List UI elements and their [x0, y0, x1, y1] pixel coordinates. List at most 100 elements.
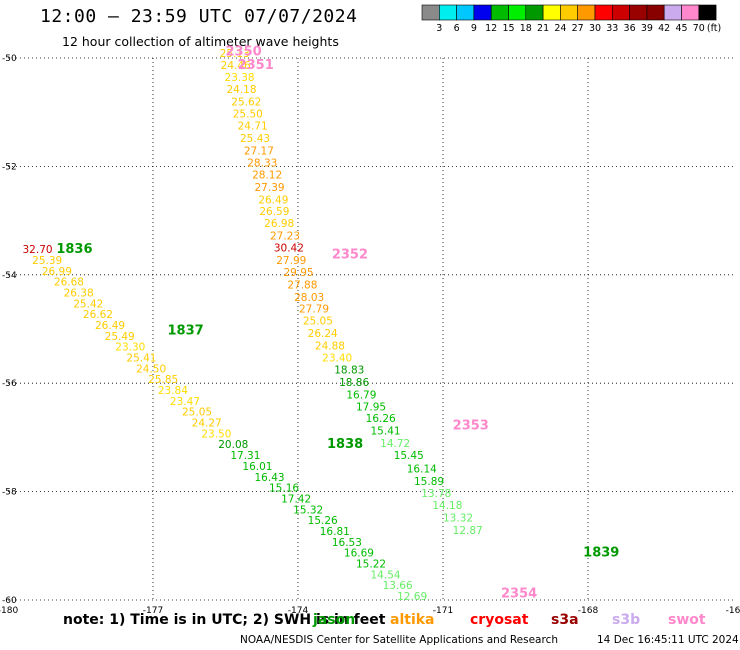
- x-tick-label: -180: [0, 606, 18, 616]
- scale-label: 30: [589, 23, 601, 34]
- scale-swatch: [681, 4, 700, 21]
- scale-label: 70: [693, 23, 705, 34]
- track-label-swot: 2352: [332, 248, 368, 263]
- data-label-jason: 12.69: [397, 591, 427, 603]
- scale-unit: (ft): [707, 23, 721, 34]
- data-label-jason: 25.41: [126, 353, 156, 365]
- data-label-swot: 13.78: [421, 488, 451, 500]
- footer-credit: NOAA/NESDIS Center for Satellite Applica…: [240, 634, 558, 646]
- data-label-jason: 16.43: [255, 472, 285, 484]
- x-tick-label: -16: [726, 606, 740, 616]
- data-label-jason: 24.27: [192, 418, 222, 430]
- data-label-jason: 13.66: [383, 580, 413, 592]
- data-label-swot: 25.62: [231, 97, 261, 109]
- scale-label: 27: [572, 23, 584, 34]
- data-label-jason: 15.22: [356, 558, 386, 570]
- data-label-swot: 25.50: [233, 109, 263, 121]
- legend-cryosat: cryosat: [470, 612, 529, 628]
- scale-swatch: [421, 4, 440, 21]
- data-label-swot: 28.12: [252, 169, 282, 181]
- data-label-swot: 24.46: [221, 60, 251, 72]
- scale-label: 36: [624, 23, 636, 34]
- data-label-jason: 16.69: [344, 548, 374, 560]
- data-label-swot: 15.41: [371, 426, 401, 438]
- x-tick-label: -168: [578, 606, 599, 616]
- data-label-swot: 27.39: [255, 182, 285, 194]
- scale-swatch: [663, 4, 682, 21]
- track-label-jason: 1837: [168, 323, 204, 338]
- data-label-jason: 15.32: [293, 504, 323, 516]
- data-label-swot: 27.17: [244, 145, 274, 157]
- data-label-swot: 14.72: [380, 438, 410, 450]
- track-label-swot: 2353: [453, 418, 489, 433]
- scale-swatch: [594, 4, 613, 21]
- footer-note: note: 1) Time is in UTC; 2) SWH is in fe…: [63, 612, 386, 628]
- chart-subtitle: 12 hour collection of altimeter wave hei…: [62, 34, 339, 49]
- data-label-swot: 26.98: [264, 218, 294, 230]
- data-label-swot: 24.88: [315, 341, 345, 353]
- data-label-swot: 28.33: [247, 157, 277, 169]
- legend-jason: jason: [313, 612, 356, 628]
- chart-title: 12:00 – 23:59 UTC 07/07/2024: [40, 6, 358, 27]
- data-label-jason: 32.70: [23, 244, 53, 256]
- x-tick-label: -171: [433, 606, 453, 616]
- track-label-jason: 1836: [56, 242, 92, 257]
- scale-swatch: [698, 4, 717, 21]
- x-tick-label: -174: [288, 606, 309, 616]
- scale-label: 12: [485, 23, 497, 34]
- scale-label: 3: [436, 23, 442, 34]
- data-label-jason: 26.68: [54, 277, 84, 289]
- data-label-swot: 16.26: [366, 413, 396, 425]
- data-label-jason: 20.08: [218, 439, 248, 451]
- data-label-swot: 27.99: [276, 255, 306, 267]
- data-label-swot: 23.38: [225, 72, 255, 84]
- data-label-swot: 27.79: [299, 304, 329, 316]
- track-label-jason: 1839: [583, 546, 619, 561]
- y-tick-label: -50: [2, 54, 17, 64]
- data-label-jason: 23.50: [201, 428, 231, 440]
- data-label-jason: 25.49: [105, 331, 135, 343]
- data-label-swot: 23.40: [322, 353, 352, 365]
- scale-label: 18: [520, 23, 532, 34]
- data-label-jason: 17.31: [230, 450, 260, 462]
- data-label-swot: 26.24: [308, 328, 338, 340]
- scale-label: 15: [502, 23, 514, 34]
- data-label-swot: 15.89: [414, 476, 444, 488]
- scale-swatch: [542, 4, 561, 21]
- scale-label: 39: [641, 23, 653, 34]
- data-label-jason: 25.85: [148, 374, 178, 386]
- data-label-swot: 25.43: [240, 133, 270, 145]
- data-label-jason: 15.26: [308, 515, 338, 527]
- data-label-jason: 16.81: [320, 526, 350, 538]
- data-label-swot: 28.03: [294, 292, 324, 304]
- data-label-jason: 25.39: [32, 255, 62, 267]
- scale-label: 6: [454, 23, 460, 34]
- scale-swatch: [473, 4, 492, 21]
- data-label-jason: 26.99: [42, 266, 72, 278]
- scale-swatch: [611, 4, 630, 21]
- data-label-jason: 23.30: [115, 342, 145, 354]
- scale-swatch: [629, 4, 648, 21]
- legend-s3b: s3b: [612, 612, 641, 628]
- data-label-swot: 30.42: [274, 242, 304, 254]
- scale-swatch: [490, 4, 509, 21]
- legend-swot: swot: [668, 612, 706, 628]
- data-label-swot: 16.14: [407, 464, 437, 476]
- track-label-jason: 1838: [327, 437, 363, 452]
- data-label-jason: 14.54: [371, 569, 401, 581]
- data-label-swot: 29.95: [284, 267, 314, 279]
- data-label-swot: 25.05: [303, 316, 333, 328]
- x-tick-label: -177: [143, 606, 163, 616]
- data-label-swot: 16.79: [346, 389, 376, 401]
- data-label-swot: 24.71: [238, 121, 268, 133]
- scale-label: 33: [606, 23, 618, 34]
- y-tick-label: -52: [2, 162, 17, 172]
- scale-swatch: [508, 4, 527, 21]
- data-label-swot: 15.45: [394, 450, 424, 462]
- track-label-swot: 2350: [226, 44, 262, 59]
- scale-swatch: [438, 4, 457, 21]
- legend-altika: altika: [390, 612, 435, 628]
- data-label-swot: 26.49: [258, 194, 288, 206]
- data-label-jason: 23.47: [170, 396, 200, 408]
